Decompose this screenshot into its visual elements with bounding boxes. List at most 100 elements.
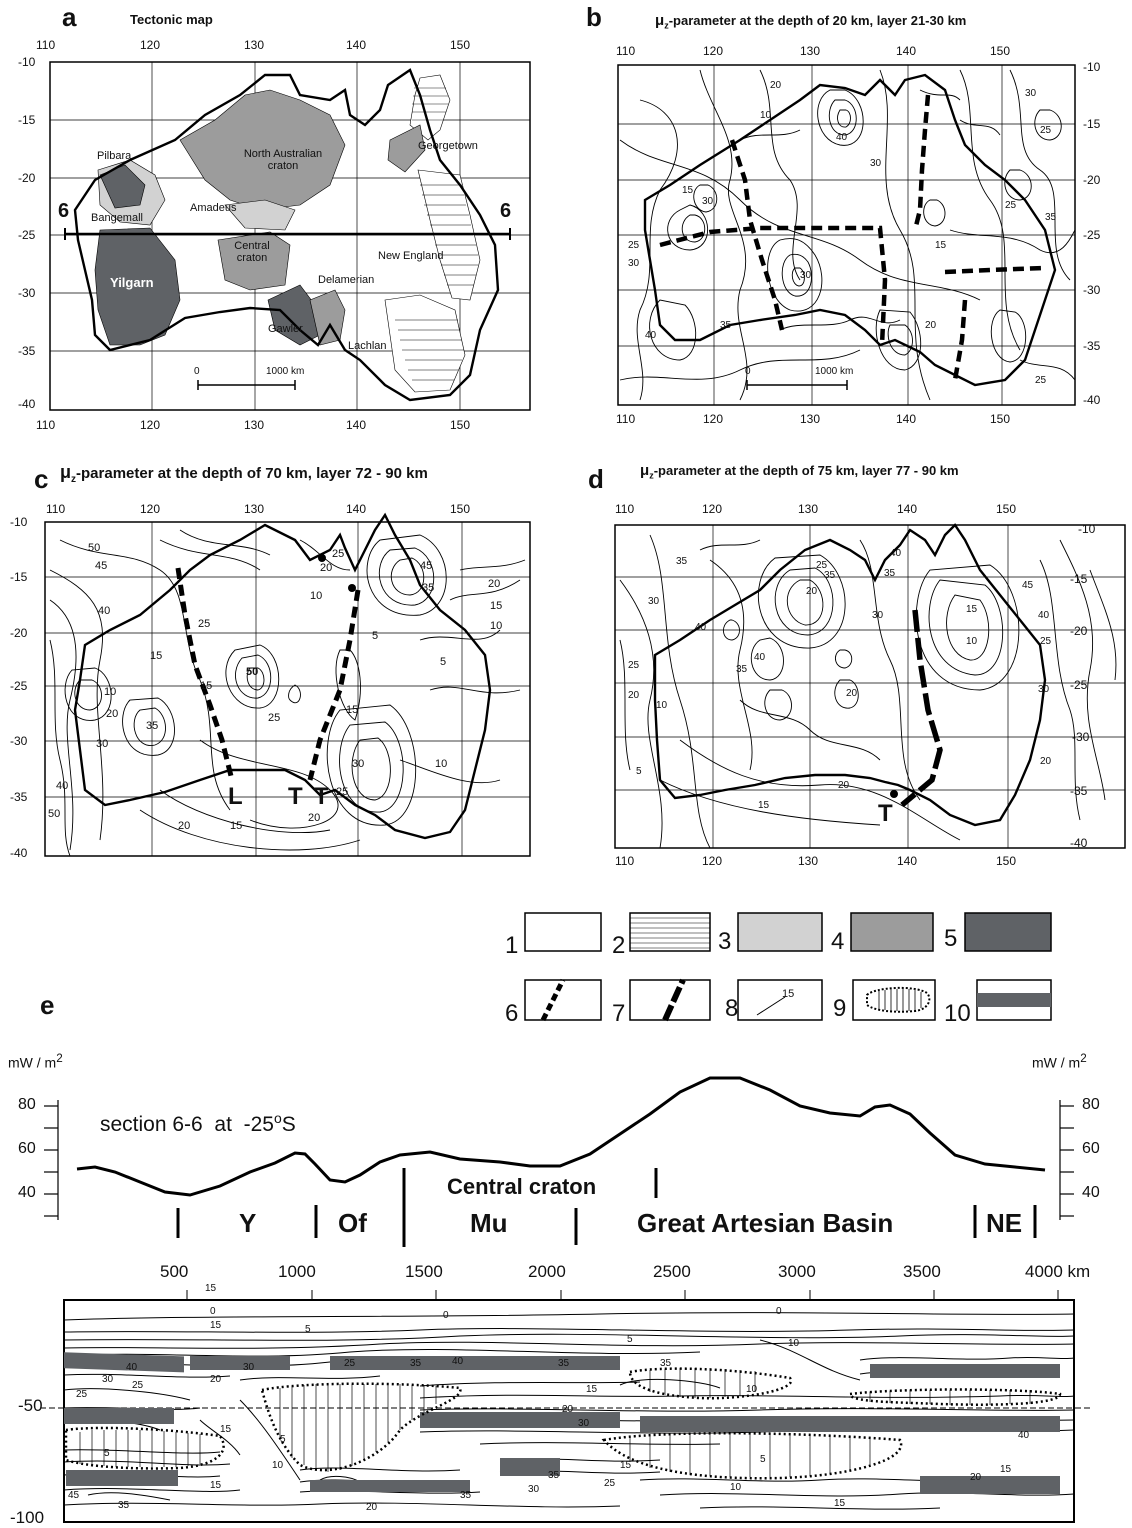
section-contour-label: 10	[788, 1338, 800, 1349]
x-tick-3000: 3000	[778, 1262, 816, 1281]
b-scale-start: 0	[745, 366, 751, 377]
b-lon-tick: 130	[800, 44, 821, 58]
section-marker-east: 6	[500, 200, 512, 222]
a-lon-tick-110-bottom: 110	[36, 418, 56, 432]
section-contour-label: 30	[578, 1418, 590, 1429]
d-lon-tick: 130	[798, 502, 819, 516]
c-contour-label: 40	[56, 780, 69, 792]
c-lon-tick: 110	[46, 502, 66, 516]
d-contour-label: 30	[648, 596, 660, 607]
b-lon-tick-bottom: 130	[800, 412, 821, 426]
panel-c-label: c	[34, 464, 49, 494]
mu-subscript: z	[649, 470, 654, 481]
mu-symbol: μ	[640, 462, 650, 479]
x-tick-2000: 2000	[528, 1262, 566, 1281]
c-lon-tick: 120	[140, 502, 161, 516]
heatflow-unit-right-text: mW / m	[1032, 1054, 1081, 1071]
domain-ne: NE	[986, 1208, 1023, 1238]
d-contour-label: 15	[966, 604, 978, 615]
c-contour-label: 10	[310, 590, 323, 602]
d-lon-tick: 140	[897, 502, 918, 516]
suture-label-l: L	[228, 783, 243, 810]
b-contour-label: 25	[628, 240, 640, 251]
b-contour-label: 30	[870, 158, 882, 169]
d-contour-label: 35	[884, 568, 896, 579]
d-lat-tick: -35	[1070, 784, 1088, 798]
d-lat-tick: -25	[1070, 678, 1088, 692]
b-contour-label: 10	[760, 110, 772, 121]
heatflow-unit-left-text: mW / m	[8, 1054, 57, 1071]
b-lat-tick: -35	[1083, 339, 1101, 353]
d-lon-tick-bottom: 120	[702, 854, 723, 868]
b-contour-label: 30	[1025, 88, 1037, 99]
c-contour-label: 15	[346, 704, 359, 716]
section-contour-label: 45	[68, 1490, 80, 1501]
x-tick-1500: 1500	[405, 1262, 443, 1281]
section-contour-label: 25	[344, 1358, 356, 1369]
b-lat-tick: -10	[1083, 60, 1101, 74]
heatflow-unit-left: mW / m2	[8, 1052, 63, 1071]
panel-c-title: μz-parameter at the depth of 70 km, laye…	[60, 462, 428, 485]
d-contour-label: 35	[676, 556, 688, 567]
d-lat-tick: -20	[1070, 624, 1088, 638]
section-contour-label: 30	[243, 1362, 255, 1373]
a-lon-tick-120-bottom: 120	[140, 418, 161, 432]
c-contour-label: 50	[88, 542, 101, 554]
d-contour-label: 35	[736, 664, 748, 675]
panel-a-map	[49, 61, 531, 411]
suture-label-t2: T	[314, 783, 329, 810]
hf-y-tick-80: 80	[18, 1096, 36, 1113]
a-lon-tick-150-top: 150	[450, 38, 471, 52]
c-contour-label: 15	[490, 600, 503, 612]
a-lat-tick: -35	[18, 344, 36, 358]
d-contour-label: 15	[758, 800, 770, 811]
b-contour-label: 40	[645, 330, 657, 341]
hf-y-tick-80-right: 80	[1082, 1096, 1100, 1113]
c-contour-label: 20	[106, 708, 119, 720]
hf-y-tick-40: 40	[18, 1184, 36, 1201]
b-contour-label: 20	[770, 80, 782, 91]
section-title-text: section 6-6 at -25	[100, 1113, 274, 1136]
domain-mu: Mu	[470, 1208, 508, 1238]
domain-great-artesian-basin: Great Artesian Basin	[637, 1208, 894, 1238]
b-contour-label: 35	[1045, 212, 1057, 223]
a-lon-tick-140-bottom: 140	[346, 418, 367, 432]
c-lon-tick: 150	[450, 502, 471, 516]
legend-num-10: 10	[944, 1000, 971, 1027]
panel-d-map	[614, 523, 1126, 849]
section-contour-label: 40	[1018, 1430, 1030, 1441]
section-contour-label: 35	[660, 1358, 672, 1369]
b-contour-label: 25	[1005, 200, 1017, 211]
section-contour-label: 30	[528, 1484, 540, 1495]
legend-num-3: 3	[718, 928, 732, 955]
central-craton-label: Central craton	[447, 1174, 597, 1199]
panel-d-label: d	[588, 464, 604, 494]
depth-label-100: -100	[10, 1508, 45, 1527]
section-contour-label: 5	[305, 1324, 311, 1335]
legend-num-4: 4	[831, 928, 845, 955]
d-lon-tick: 110	[615, 502, 635, 516]
mu-subscript: z	[664, 20, 669, 31]
d-contour-label: 30	[1038, 684, 1050, 695]
section-degree: o	[273, 1110, 282, 1126]
section-contour-label: 15	[220, 1424, 232, 1435]
d-contour-label: 25	[628, 660, 640, 671]
c-contour-label: 10	[104, 686, 117, 698]
x-tick-4000: 4000 km	[1025, 1262, 1091, 1281]
c-lon-tick: 130	[244, 502, 265, 516]
c-contour-label: 25	[198, 618, 211, 630]
panel-b-title: μz-parameter at the depth of 20 km, laye…	[655, 12, 966, 31]
depth-label-50: -50	[18, 1396, 43, 1415]
a-lat-tick: -25	[18, 228, 36, 242]
b-contour-label: 30	[800, 270, 812, 281]
b-lat-tick: -20	[1083, 173, 1101, 187]
b-lat-tick: -15	[1083, 117, 1101, 131]
heatflow-profile	[44, 1076, 1074, 1247]
b-lon-tick-bottom: 140	[896, 412, 917, 426]
a-scale-start: 0	[194, 366, 200, 377]
panel-d-title-text: -parameter at the depth of 75 km, layer …	[653, 463, 959, 478]
b-contour-label: 30	[628, 258, 640, 269]
d-contour-label: 10	[966, 636, 978, 647]
c-contour-label: 20	[178, 820, 191, 832]
d-contour-label: 40	[695, 622, 707, 633]
